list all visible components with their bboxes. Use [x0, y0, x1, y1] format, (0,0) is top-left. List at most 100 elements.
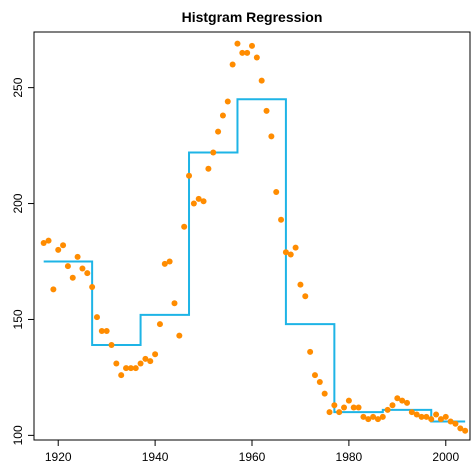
data-point: [181, 223, 188, 230]
data-point: [278, 216, 285, 223]
data-point: [365, 416, 372, 423]
data-point: [433, 411, 440, 418]
data-point: [268, 133, 275, 140]
data-point: [74, 253, 81, 260]
data-point: [307, 348, 314, 355]
data-point: [302, 293, 309, 300]
step-line-path: [43, 98, 466, 423]
data-point: [413, 411, 420, 418]
data-point: [244, 49, 251, 56]
data-point: [457, 425, 464, 432]
data-point: [331, 402, 338, 409]
x-tick-label: 1940: [142, 450, 169, 464]
data-point: [311, 372, 318, 379]
data-point: [234, 40, 241, 47]
data-point: [166, 258, 173, 265]
data-point: [428, 416, 435, 423]
data-point: [190, 200, 197, 207]
data-point: [287, 251, 294, 258]
y-tick-label: 250: [11, 77, 25, 97]
data-point: [205, 165, 212, 172]
data-point: [55, 246, 62, 253]
data-point: [224, 98, 231, 105]
data-point: [292, 244, 299, 251]
data-point: [258, 77, 265, 84]
data-point: [360, 413, 367, 420]
data-point: [200, 198, 207, 205]
x-tick-label: 1920: [45, 450, 72, 464]
chart-title: Histgram Regression: [182, 9, 323, 25]
data-point: [186, 172, 193, 179]
data-point: [423, 413, 430, 420]
data-point: [321, 390, 328, 397]
data-point: [263, 107, 270, 114]
data-point: [442, 413, 449, 420]
data-point: [40, 239, 47, 246]
data-point: [69, 274, 76, 281]
data-point: [123, 365, 130, 372]
data-point: [297, 281, 304, 288]
data-point: [355, 404, 362, 411]
data-point: [137, 360, 144, 367]
data-point: [249, 42, 255, 49]
data-point: [418, 413, 425, 420]
data-point: [389, 402, 396, 409]
data-point: [152, 351, 159, 358]
data-point: [89, 284, 96, 290]
data-point: [336, 409, 343, 416]
data-point: [282, 249, 289, 256]
data-point: [195, 195, 202, 202]
data-point: [399, 397, 406, 404]
data-point: [341, 404, 348, 411]
x-tick-label: 1960: [239, 450, 266, 464]
data-point: [60, 242, 67, 249]
y-tick-label: 150: [11, 309, 25, 329]
data-point: [142, 355, 149, 362]
x-axis: 1920 1940 1960 1980 2000: [45, 439, 459, 464]
data-point: [345, 397, 352, 404]
data-point: [408, 409, 415, 416]
data-point: [219, 112, 226, 119]
data-point: [316, 379, 323, 386]
data-point: [447, 418, 454, 425]
data-point: [394, 395, 401, 402]
data-point: [384, 406, 391, 413]
data-point: [229, 61, 236, 68]
data-point: [64, 263, 71, 270]
y-axis: 100 150 200 250: [11, 77, 35, 445]
data-point: [156, 321, 163, 328]
data-point: [273, 188, 280, 195]
data-point: [118, 372, 125, 379]
plot-box: [33, 31, 471, 441]
data-point: [113, 360, 120, 367]
data-point: [404, 399, 411, 406]
x-tick-label: 1980: [336, 450, 363, 464]
data-point: [452, 420, 459, 427]
data-point: [147, 358, 154, 365]
data-point: [350, 404, 357, 411]
data-point: [98, 328, 105, 335]
data-point: [161, 260, 168, 267]
data-point: [437, 416, 444, 423]
x-tick-label: 2000: [432, 450, 459, 464]
data-point: [215, 128, 222, 135]
data-point: [79, 265, 86, 272]
data-point: [108, 341, 115, 348]
data-point: [370, 413, 377, 420]
data-point: [326, 409, 333, 416]
data-point: [103, 328, 110, 335]
data-point: [379, 413, 386, 420]
data-point: [127, 365, 134, 372]
data-point: [462, 427, 469, 434]
data-point: [176, 332, 183, 339]
data-points: [40, 40, 469, 434]
data-point: [45, 237, 52, 244]
data-point: [84, 270, 91, 277]
data-point: [210, 149, 217, 156]
data-point: [253, 54, 260, 61]
data-point: [239, 49, 246, 56]
data-point: [171, 300, 178, 307]
data-point: [132, 365, 139, 372]
data-point: [93, 314, 100, 321]
